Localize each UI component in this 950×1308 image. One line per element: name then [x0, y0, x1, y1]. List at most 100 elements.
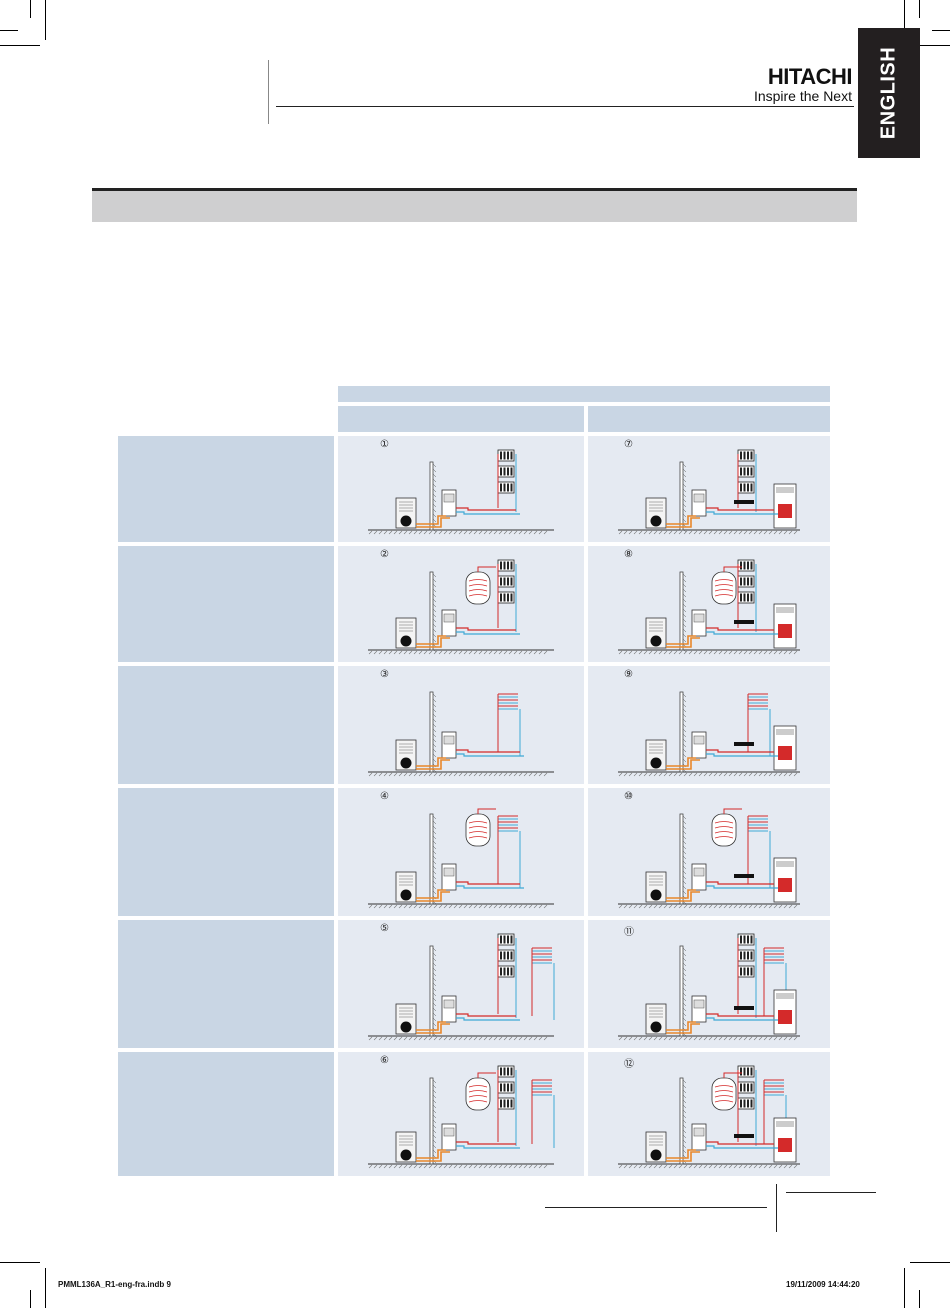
- footer-vertical-rule: [776, 1184, 777, 1232]
- refrigerant-pipe: [666, 635, 696, 645]
- footer-file-name: PMML136A_R1-eng-fra.indb 9: [58, 1280, 171, 1289]
- crop-mark: [904, 0, 905, 40]
- mixing-valve: [734, 1006, 754, 1010]
- cold-pipe: [456, 511, 520, 515]
- fan-icon: [400, 1149, 412, 1161]
- header-divider-vertical: [268, 60, 269, 124]
- cold-pipe: [456, 1017, 520, 1021]
- refrigerant-pipe: [416, 1021, 446, 1031]
- installation-diagram: [368, 449, 554, 535]
- radiator-icon: [737, 559, 755, 572]
- refrigerant-pipe: [416, 1151, 450, 1162]
- radiator-icon: [737, 933, 755, 946]
- water-tank: [711, 571, 737, 605]
- wall: [429, 813, 434, 905]
- refrigerant-pipe: [416, 1149, 446, 1159]
- hot-pipe: [723, 808, 742, 814]
- water-tank: [465, 813, 491, 847]
- installation-diagram: [618, 808, 800, 909]
- burner-icon: [778, 504, 792, 518]
- diagram-cell-left: ②: [338, 546, 584, 662]
- hot-pipe: [456, 507, 516, 511]
- diagram-number: ①: [380, 439, 389, 450]
- radiator-icon: [497, 1081, 515, 1094]
- refrigerant-pipe: [416, 891, 450, 902]
- refrigerant-pipe: [416, 635, 446, 645]
- fan-icon: [650, 889, 662, 901]
- refrigerant-pipe: [666, 889, 696, 899]
- hot-pipe: [723, 566, 742, 572]
- cold-pipe: [456, 885, 524, 889]
- water-tank: [711, 813, 737, 847]
- cold-pipe: [706, 1017, 778, 1021]
- cold-pipe: [706, 1145, 778, 1149]
- refrigerant-pipe: [666, 517, 700, 528]
- hot-pipe: [456, 749, 520, 753]
- installation-diagram: [368, 559, 554, 655]
- diagram-cell-right: ⑧: [588, 546, 830, 662]
- row-label-cell: [118, 1052, 334, 1176]
- mixing-valve: [734, 742, 754, 746]
- refrigerant-pipe: [416, 757, 446, 767]
- burner-icon: [778, 1138, 792, 1152]
- diagram-number: ⑧: [624, 549, 633, 560]
- radiator-icon: [737, 575, 755, 588]
- water-tank: [465, 1077, 491, 1111]
- refrigerant-pipe: [416, 1023, 450, 1034]
- hot-pipe: [456, 1141, 516, 1145]
- fan-icon: [400, 1021, 412, 1033]
- refrigerant-pipe: [666, 1149, 696, 1159]
- burner-icon: [778, 878, 792, 892]
- installation-diagram: [368, 1065, 555, 1169]
- radiator-icon: [497, 591, 515, 604]
- water-tank: [465, 571, 491, 605]
- row-label-cell: [118, 666, 334, 784]
- refrigerant-pipe: [666, 515, 696, 525]
- wall: [429, 691, 434, 773]
- crop-mark: [919, 1290, 920, 1308]
- crop-mark: [0, 45, 40, 46]
- crop-mark: [45, 0, 46, 40]
- radiator-icon: [497, 559, 515, 572]
- refrigerant-pipe: [666, 757, 696, 767]
- fan-icon: [400, 889, 412, 901]
- table-header-right-column: [588, 406, 830, 432]
- installation-diagram: [618, 691, 800, 777]
- radiator-icon: [497, 1097, 515, 1110]
- radiator-icon: [737, 949, 755, 962]
- row-label-cell: [118, 788, 334, 916]
- hot-pipe: [706, 881, 774, 885]
- diagram-number: ③: [380, 669, 389, 680]
- cold-pipe: [456, 631, 520, 635]
- radiator-icon: [497, 949, 515, 962]
- hot-pipe: [706, 749, 774, 753]
- hot-pipe: [706, 627, 774, 631]
- radiator-icon: [737, 1097, 755, 1110]
- cold-pipe: [706, 885, 778, 889]
- installation-diagram: [618, 559, 800, 655]
- wall: [429, 461, 434, 531]
- wall: [429, 1077, 434, 1165]
- cold-pipe: [456, 753, 524, 757]
- radiator-icon: [737, 965, 755, 978]
- mixing-valve: [734, 620, 754, 624]
- footer-datetime: 19/11/2009 14:44:20: [786, 1280, 860, 1289]
- footer-rule-left: [545, 1207, 767, 1208]
- diagram-number: ⑫: [624, 1059, 634, 1070]
- diagram-number: ⑪: [624, 927, 634, 938]
- crop-mark: [910, 45, 950, 46]
- radiator-icon: [737, 449, 755, 462]
- diagram-number: ④: [380, 791, 389, 802]
- radiator-icon: [737, 1065, 755, 1078]
- refrigerant-pipe: [666, 1023, 700, 1034]
- fan-icon: [650, 1149, 662, 1161]
- hot-pipe: [706, 507, 774, 511]
- table-header-main: [338, 386, 830, 402]
- brand-logo: HITACHI Inspire the Next: [750, 66, 853, 105]
- refrigerant-pipe: [666, 1151, 700, 1162]
- diagram-number: ⑦: [624, 439, 633, 450]
- wall: [679, 571, 684, 651]
- refrigerant-pipe: [666, 637, 700, 648]
- diagram-cell-left: ⑤: [338, 920, 584, 1048]
- cold-pipe: [456, 1145, 520, 1149]
